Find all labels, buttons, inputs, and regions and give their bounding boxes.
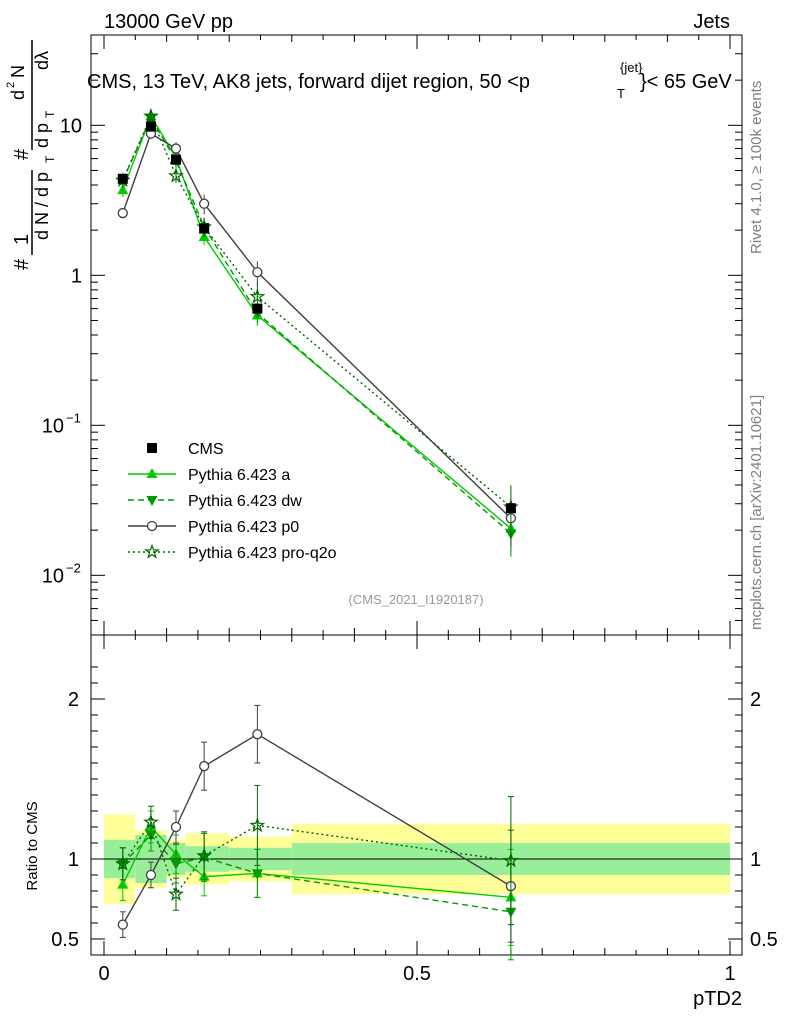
svg-text:dλ: dλ: [32, 51, 52, 70]
legend-label: Pythia 6.423 a: [188, 467, 290, 484]
legend-marker: [147, 443, 157, 453]
svg-text:T: T: [43, 155, 57, 163]
y-tick-label: 10: [60, 115, 82, 137]
ratio-point: [170, 859, 182, 870]
watermark: (CMS_2021_I1920187): [348, 592, 483, 607]
ratio-point: [196, 847, 213, 863]
data-point: [117, 173, 128, 184]
svg-text:#: #: [11, 148, 33, 160]
collision-label: 13000 GeV pp: [104, 11, 233, 33]
ratio-tick-label-right: 2: [750, 689, 761, 711]
y-axis-label: # 1 d N / d p T # d 2 N d p T dλ: [5, 40, 57, 270]
x-tick-label: 1: [724, 963, 735, 985]
ratio-point: [117, 919, 128, 930]
main-plot: [114, 107, 519, 557]
ratio-line: [122, 833, 512, 913]
data-point: [199, 223, 210, 234]
title-sup: {jet}: [620, 60, 643, 75]
series-point: [168, 167, 184, 183]
ratio-point: [502, 852, 519, 868]
ratio-y-label: Ratio to CMS: [24, 801, 41, 890]
series-line: [122, 114, 512, 508]
ratio-line: [122, 733, 512, 925]
series-point: [199, 198, 210, 209]
svg-text:d N / d p: d N / d p: [32, 172, 52, 240]
series-point: [117, 184, 129, 195]
ratio-bands: [91, 814, 742, 904]
data-point: [145, 121, 156, 132]
series-line: [122, 114, 512, 530]
series-point: [117, 207, 128, 219]
ratio-tick-label-right: 0.5: [750, 929, 778, 951]
y-tick-label: 10: [42, 565, 64, 587]
ratio-point: [199, 761, 210, 772]
y-tick-exponent: −1: [66, 410, 81, 425]
series-point: [249, 288, 266, 304]
ratio-point: [143, 813, 159, 830]
legend-label: Pythia 6.423 p0: [188, 519, 299, 536]
series-point: [143, 107, 159, 124]
series-point: [170, 143, 182, 154]
x-axis-label: pTD2: [693, 988, 742, 1010]
plot-title: CMS, 13 TeV, AK8 jets, forward dijet reg…: [87, 60, 732, 101]
ratio-point: [168, 885, 184, 901]
mcplots-label: mcplots.cern.ch [arXiv:2401.10621]: [748, 395, 765, 630]
data-point: [505, 503, 516, 514]
svg-text:d p: d p: [32, 123, 52, 148]
ratio-point: [117, 878, 129, 889]
ratio-tick-label-left: 0.5: [51, 929, 79, 951]
legend-marker: [144, 543, 160, 559]
series-line: [122, 116, 512, 535]
legend-label: CMS: [188, 441, 224, 458]
svg-text:#: #: [11, 258, 33, 270]
title-sub: T: [617, 86, 625, 101]
category-label: Jets: [693, 11, 730, 33]
svg-text:T: T: [43, 110, 57, 118]
legend: CMS Pythia 6.423 a Pythia 6.423 dw Pythia 6…: [128, 441, 337, 562]
legend-marker: [146, 468, 158, 478]
x-tick-label: 0: [98, 963, 109, 985]
svg-text:2: 2: [5, 82, 17, 88]
ratio-point: [114, 855, 131, 871]
ratio-frame: [90, 634, 743, 956]
ratio-point: [170, 821, 182, 833]
svg-text:N: N: [8, 65, 28, 78]
data-point: [252, 303, 263, 314]
legend-marker: [146, 520, 158, 532]
ratio-tick-label-left: 1: [68, 849, 79, 871]
title-end: }< 65 GeV: [640, 71, 732, 93]
data-point: [170, 154, 181, 165]
svg-text:d: d: [8, 90, 28, 100]
ratio-tick-label-left: 2: [68, 689, 79, 711]
series-point: [252, 266, 263, 278]
ratio-point: [252, 729, 263, 740]
title-main: CMS, 13 TeV, AK8 jets, forward dijet reg…: [87, 71, 530, 93]
legend-label: Pythia 6.423 dw: [188, 493, 302, 510]
ratio-point: [251, 869, 263, 880]
series-line: [122, 132, 512, 519]
y-tick-label: 10: [42, 415, 64, 437]
ratio-plot: [114, 704, 519, 961]
ratio-point: [145, 869, 157, 881]
ratio-point: [249, 817, 266, 833]
svg-text:1: 1: [11, 234, 33, 245]
y-tick-label: 1: [71, 265, 82, 287]
ratio-line: [122, 825, 511, 899]
x-tick-label: 0.5: [403, 963, 431, 985]
legend-marker: [146, 496, 158, 506]
rivet-label: Rivet 4.1.0, ≥ 100k events: [748, 81, 765, 254]
ratio-tick-label-right: 1: [750, 849, 761, 871]
ratio-line: [122, 820, 511, 896]
legend-label: Pythia 6.423 pro-q2o: [188, 545, 337, 562]
y-tick-exponent: −2: [66, 560, 81, 575]
